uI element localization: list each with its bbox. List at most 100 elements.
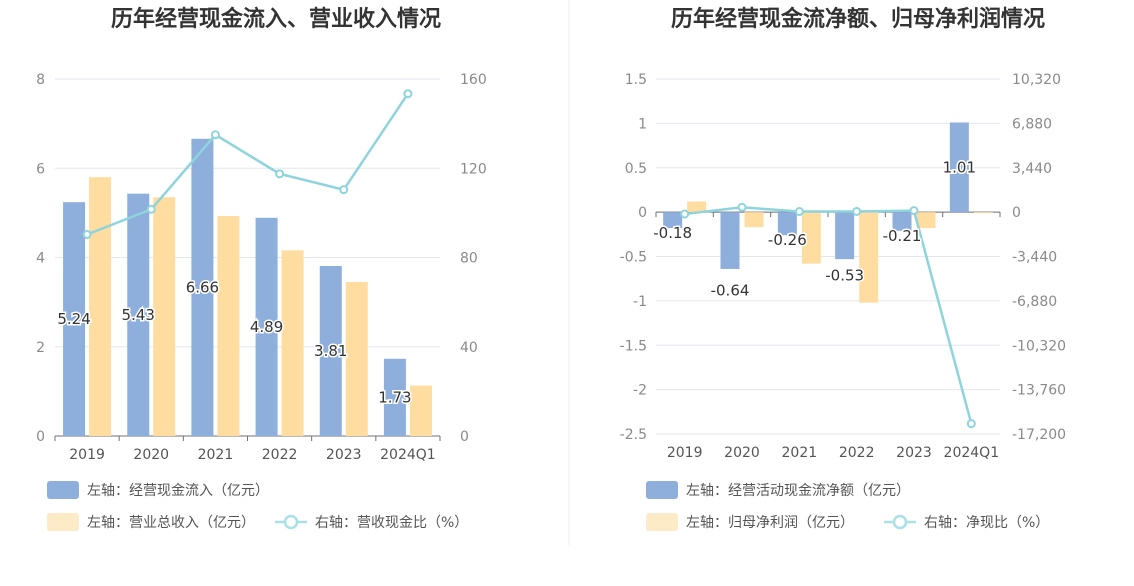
bar (255, 217, 278, 436)
bar-value-label: 5.24 (57, 310, 90, 328)
bar-value-label: 3.81 (314, 342, 347, 360)
left-axis-tick: 6 (36, 161, 45, 177)
legend-label: 右轴：营收现金比（%） (315, 515, 468, 531)
bar (345, 282, 368, 436)
bar (217, 215, 240, 436)
line-point (794, 207, 804, 217)
legend-item: 左轴：营业总收入（亿元） (47, 513, 255, 531)
bar-value-label: 1.01 (943, 158, 976, 176)
legend-item: 右轴：营收现金比（%） (275, 514, 468, 531)
legend-item: 左轴：经营活动现金流净额（亿元） (646, 481, 910, 499)
bar (319, 265, 342, 436)
chart-title: 历年经营现金流入、营业收入情况 (111, 6, 441, 32)
right-axis-tick: 0 (460, 429, 469, 445)
bar (687, 201, 707, 213)
legend-label: 右轴：净现比（%） (924, 515, 1049, 531)
line-point (909, 206, 919, 216)
bar (859, 212, 879, 303)
left-axis-tick: 4 (36, 251, 45, 267)
bar-value-label: -0.64 (711, 281, 750, 299)
right-axis-tick: 0 (1012, 205, 1021, 221)
bar-value-label: -0.21 (883, 227, 922, 245)
bar-value-label: -0.18 (653, 224, 692, 242)
line-point (146, 204, 156, 214)
bar (663, 212, 683, 229)
x-axis-label: 2019 (69, 447, 105, 463)
line-point (82, 230, 92, 240)
legend-label: 左轴：归母净利润（亿元） (686, 514, 854, 531)
bar (916, 212, 936, 229)
legend-swatch (47, 481, 79, 499)
cash-inflow-revenue-chart: 历年经营现金流入、营业收入情况 0 0 2 40 4 80 6 120 8 160 2019 2020 2… (36, 6, 487, 531)
bar-value-label: 4.89 (250, 318, 283, 336)
line-point (275, 169, 285, 179)
right-axis-tick: 80 (460, 251, 478, 267)
bar (835, 212, 855, 260)
line-point (339, 185, 349, 195)
bar-value-label: -0.26 (768, 231, 807, 249)
right-axis-tick: -6,880 (1012, 294, 1057, 310)
bar (281, 250, 304, 436)
x-axis-label: 2019 (667, 445, 703, 461)
bar (89, 177, 112, 437)
bar (801, 212, 821, 264)
left-axis-tick: 1.5 (625, 72, 647, 88)
legend-label: 左轴：营业总收入（亿元） (87, 515, 255, 531)
line-point (966, 419, 976, 429)
right-axis-tick: 160 (460, 72, 487, 88)
left-axis-tick: 0.5 (625, 161, 647, 177)
bar (127, 193, 150, 436)
legend-label: 左轴：经营活动现金流净额（亿元） (686, 483, 910, 499)
left-axis-tick: 0 (36, 429, 45, 445)
line-point (737, 202, 747, 212)
series-line (684, 206, 973, 425)
right-axis-tick: -13,760 (1012, 383, 1066, 399)
bar (892, 212, 912, 231)
left-axis-tick: 2 (36, 340, 45, 356)
net-cashflow-profit-chart: 历年经营现金流净额、归母净利润情况 -2.5 -17,200 -2 -13,760 -1.… (620, 6, 1066, 531)
chart-title: 历年经营现金流净额、归母净利润情况 (671, 6, 1045, 32)
bar (63, 202, 86, 436)
legend-item: 右轴：净现比（%） (884, 514, 1049, 531)
x-axis-label: 2022 (839, 445, 875, 461)
line-point (852, 206, 862, 216)
bar-value-label: -0.53 (825, 267, 864, 285)
left-axis-tick: -1 (633, 294, 647, 310)
bar-value-label: 6.66 (186, 278, 219, 296)
right-axis-tick: 6,880 (1012, 116, 1052, 132)
bar (777, 212, 797, 236)
bar-value-label: 1.73 (378, 388, 411, 406)
bar (191, 138, 214, 437)
left-axis-tick: 1 (638, 116, 647, 132)
left-axis-tick: -1.5 (620, 338, 647, 354)
bar-value-label: 5.43 (122, 306, 155, 324)
right-axis-tick: 40 (460, 340, 478, 356)
legend-swatch (892, 514, 908, 530)
x-axis-label: 2024Q1 (380, 447, 436, 463)
bar (409, 385, 432, 436)
legend-swatch (283, 514, 299, 530)
left-axis-tick: -0.5 (620, 250, 647, 266)
x-axis-label: 2023 (326, 447, 362, 463)
right-axis-tick: 120 (460, 161, 487, 177)
left-axis-tick: 8 (36, 72, 45, 88)
x-axis-label: 2021 (198, 447, 234, 463)
x-axis-label: 2023 (896, 445, 932, 461)
right-axis-tick: -10,320 (1012, 338, 1066, 354)
x-axis-label: 2021 (782, 445, 818, 461)
left-axis-tick: -2 (633, 383, 647, 399)
bar (383, 358, 406, 436)
bar (949, 122, 969, 213)
bar (973, 212, 993, 214)
line-point (403, 89, 413, 99)
legend-item: 左轴：归母净利润（亿元） (646, 513, 854, 531)
bar (720, 212, 740, 269)
legend-item: 左轴：经营现金流入（亿元） (47, 481, 269, 499)
line-point (680, 209, 690, 219)
x-axis-label: 2024Q1 (944, 445, 1000, 461)
line-point (210, 130, 220, 140)
legend-swatch (646, 481, 678, 499)
legend-label: 左轴：经营现金流入（亿元） (87, 483, 269, 499)
